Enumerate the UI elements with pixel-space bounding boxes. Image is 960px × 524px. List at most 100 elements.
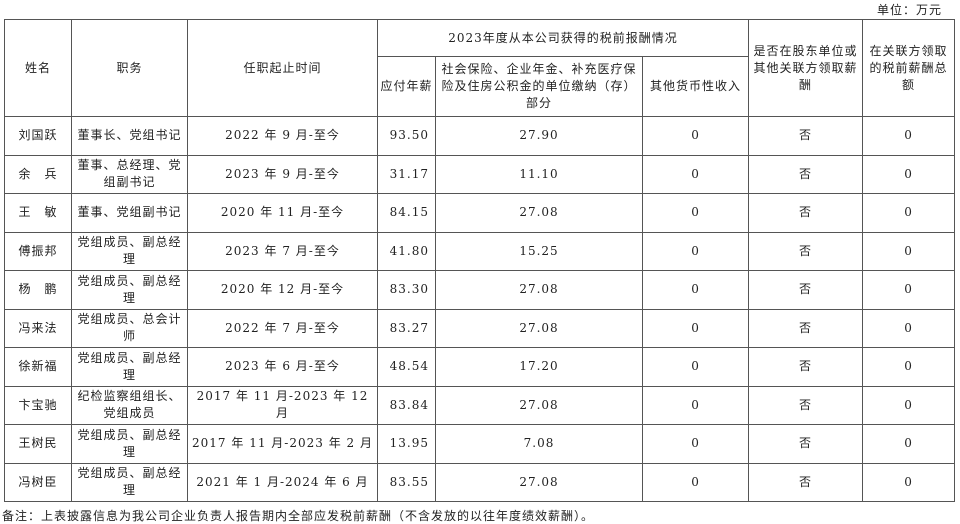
cell-related-total: 0 (862, 347, 956, 387)
table-row: 傅振邦 党组成员、副总经理 2023 年 7 月-至今 41.80 15.25 0 否 0 (4, 231, 956, 271)
header-compensation-group: 2023年度从本公司获得的税前报酬情况 (376, 19, 750, 57)
unit-label: 单位：万元 (876, 3, 942, 17)
cell-tenure: 2023 年 7 月-至今 (187, 231, 378, 271)
cell-salary: 83.55 (377, 462, 436, 502)
cell-related-total: 0 (862, 231, 956, 271)
cell-position: 党组成员、副总经理 (71, 424, 188, 464)
cell-insurance: 11.10 (435, 154, 643, 194)
cell-other-income: 0 (641, 462, 750, 502)
table-row: 冯来法 党组成员、总会计师 2022 年 7 月-至今 83.27 27.08 0 否 0 (4, 308, 956, 348)
cell-salary: 93.50 (377, 116, 436, 156)
cell-insurance: 17.20 (435, 347, 643, 387)
cell-shareholder-pay: 否 (748, 424, 864, 464)
cell-name: 刘国跃 (4, 116, 72, 156)
cell-position: 董事、总经理、党组副书记 (71, 154, 188, 194)
cell-other-income: 0 (641, 424, 750, 464)
cell-shareholder-pay: 否 (748, 116, 864, 156)
cell-other-income: 0 (641, 308, 750, 348)
cell-related-total: 0 (862, 462, 956, 502)
cell-name: 徐新福 (4, 347, 72, 387)
cell-position: 党组成员、副总经理 (71, 270, 188, 310)
cell-name: 卞宝驰 (4, 385, 72, 425)
cell-insurance: 27.08 (435, 308, 643, 348)
cell-other-income: 0 (641, 385, 750, 425)
cell-salary: 83.27 (377, 308, 436, 348)
cell-other-income: 0 (641, 116, 750, 156)
header-other-income: 其他货币性收入 (641, 56, 750, 117)
cell-salary: 13.95 (377, 424, 436, 464)
cell-insurance: 7.08 (435, 424, 643, 464)
cell-insurance: 27.90 (435, 116, 643, 156)
cell-insurance: 27.08 (435, 270, 643, 310)
cell-salary: 83.30 (377, 270, 436, 310)
cell-shareholder-pay: 否 (748, 231, 864, 271)
cell-salary: 31.17 (377, 154, 436, 194)
cell-shareholder-pay: 否 (748, 154, 864, 194)
cell-related-total: 0 (862, 116, 956, 156)
header-tenure: 任职起止时间 (187, 19, 378, 117)
cell-position: 党组成员、副总经理 (71, 231, 188, 271)
cell-position: 党组成员、副总经理 (71, 462, 188, 502)
compensation-table: 姓名 职务 任职起止时间 2023年度从本公司获得的税前报酬情况 是否在股东单位… (4, 19, 956, 502)
cell-insurance: 15.25 (435, 231, 643, 271)
cell-related-total: 0 (862, 270, 956, 310)
table-row: 王 敏董事、党组副书记 2020 年 11 月-至今 84.15 27.08 0 否 0 (4, 193, 956, 233)
cell-tenure: 2020 年 11 月-至今 (187, 193, 378, 233)
cell-name: 傅振邦 (4, 231, 72, 271)
table-row: 冯树臣 党组成员、副总经理 2021 年 1 月-2024 年 6 月 83.55 27… (4, 462, 956, 502)
header-insurance: 社会保险、企业年金、补充医疗保险及住房公积金的单位缴纳（存）部分 (435, 56, 643, 117)
cell-tenure: 2022 年 7 月-至今 (187, 308, 378, 348)
table-row: 刘国跃 董事长、党组书记 2022 年 9 月-至今 93.50 27.90 0 否 0 (4, 116, 956, 156)
cell-tenure: 2017 年 11 月-2023 年 12 月 (187, 385, 378, 425)
cell-related-total: 0 (862, 154, 956, 194)
table-row: 徐新福 党组成员、副总经理 2023 年 6 月-至今 48.54 17.20 0 否 0 (4, 347, 956, 387)
cell-related-total: 0 (862, 193, 956, 233)
cell-salary: 48.54 (377, 347, 436, 387)
cell-name: 杨 鹏 (4, 270, 72, 310)
cell-tenure: 2021 年 1 月-2024 年 6 月 (187, 462, 378, 502)
cell-other-income: 0 (641, 270, 750, 310)
cell-shareholder-pay: 否 (748, 308, 864, 348)
header-related-total: 在关联方领取的税前薪酬总额 (862, 19, 956, 117)
header-salary: 应付年薪 (377, 56, 436, 117)
cell-salary: 41.80 (377, 231, 436, 271)
cell-position: 党组成员、总会计师 (71, 308, 188, 348)
table-row: 余 兵董事、总经理、党组副书记 2023 年 9 月-至今 31.17 11.10 0 否… (4, 154, 956, 194)
cell-tenure: 2017 年 11 月-2023 年 2 月 (187, 424, 378, 464)
cell-insurance: 27.08 (435, 385, 643, 425)
cell-name: 冯树臣 (4, 462, 72, 502)
cell-tenure: 2023 年 6 月-至今 (187, 347, 378, 387)
cell-position: 党组成员、副总经理 (71, 347, 188, 387)
cell-other-income: 0 (641, 347, 750, 387)
cell-shareholder-pay: 否 (748, 462, 864, 502)
cell-related-total: 0 (862, 424, 956, 464)
footnote: 备注：上表披露信息为我公司企业负责人报告期内全部应发税前薪酬（不含发放的以往年度… (2, 509, 595, 523)
header-position: 职务 (71, 19, 188, 117)
table-row: 卞宝驰 纪检监察组组长、党组成员 2017 年 11 月-2023 年 12 月 83… (4, 385, 956, 425)
cell-related-total: 0 (862, 308, 956, 348)
cell-tenure: 2022 年 9 月-至今 (187, 116, 378, 156)
cell-insurance: 27.08 (435, 462, 643, 502)
header-shareholder-pay: 是否在股东单位或其他关联方领取薪酬 (748, 19, 864, 117)
cell-shareholder-pay: 否 (748, 347, 864, 387)
cell-other-income: 0 (641, 193, 750, 233)
cell-shareholder-pay: 否 (748, 270, 864, 310)
cell-tenure: 2020 年 12 月-至今 (187, 270, 378, 310)
table-row: 王树民 党组成员、副总经理 2017 年 11 月-2023 年 2 月 13.95 7… (4, 424, 956, 464)
cell-other-income: 0 (641, 231, 750, 271)
cell-related-total: 0 (862, 385, 956, 425)
cell-tenure: 2023 年 9 月-至今 (187, 154, 378, 194)
cell-name: 余 兵 (4, 154, 72, 194)
cell-insurance: 27.08 (435, 193, 643, 233)
cell-salary: 84.15 (377, 193, 436, 233)
cell-name: 王树民 (4, 424, 72, 464)
cell-position: 纪检监察组组长、党组成员 (71, 385, 188, 425)
cell-position: 董事、党组副书记 (71, 193, 188, 233)
cell-shareholder-pay: 否 (748, 193, 864, 233)
cell-other-income: 0 (641, 154, 750, 194)
cell-name: 冯来法 (4, 308, 72, 348)
cell-position: 董事长、党组书记 (71, 116, 188, 156)
table-row: 杨 鹏党组成员、副总经理 2020 年 12 月-至今 83.30 27.08 0 否 0 (4, 270, 956, 310)
cell-name: 王 敏 (4, 193, 72, 233)
cell-shareholder-pay: 否 (748, 385, 864, 425)
